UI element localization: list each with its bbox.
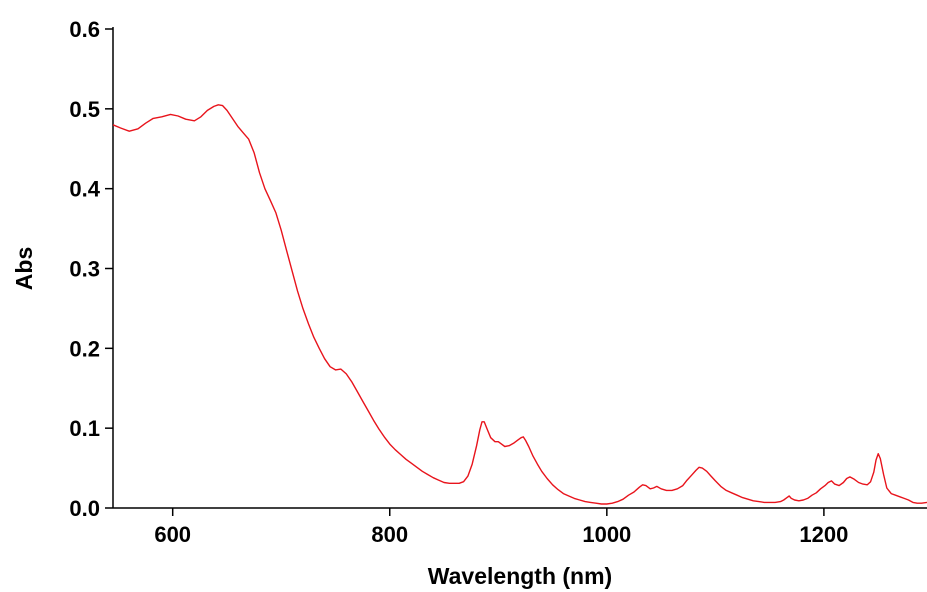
- y-tick-label: 0.0: [69, 496, 100, 521]
- absorbance-series-line: [112, 104, 927, 505]
- x-axis-title: Wavelength (nm): [428, 563, 612, 589]
- y-tick-label: 0.5: [69, 97, 100, 122]
- y-tick-label: 0.4: [69, 177, 100, 202]
- y-tick-label: 0.1: [69, 416, 100, 441]
- y-axis-title: Abs: [11, 247, 37, 290]
- x-ticks: 600 800 1000 1200: [154, 508, 848, 547]
- axes: [112, 27, 927, 509]
- x-tick-label: 1000: [582, 522, 631, 547]
- x-tick-label: 800: [371, 522, 408, 547]
- y-tick-label: 0.3: [69, 257, 100, 282]
- plot-area: [112, 104, 927, 505]
- y-tick-label: 0.6: [69, 17, 100, 42]
- y-tick-label: 0.2: [69, 336, 100, 361]
- x-tick-label: 1200: [799, 522, 848, 547]
- x-tick-label: 600: [154, 522, 191, 547]
- y-ticks: 0.0 0.1 0.2 0.3 0.4 0.5 0.6: [69, 17, 113, 521]
